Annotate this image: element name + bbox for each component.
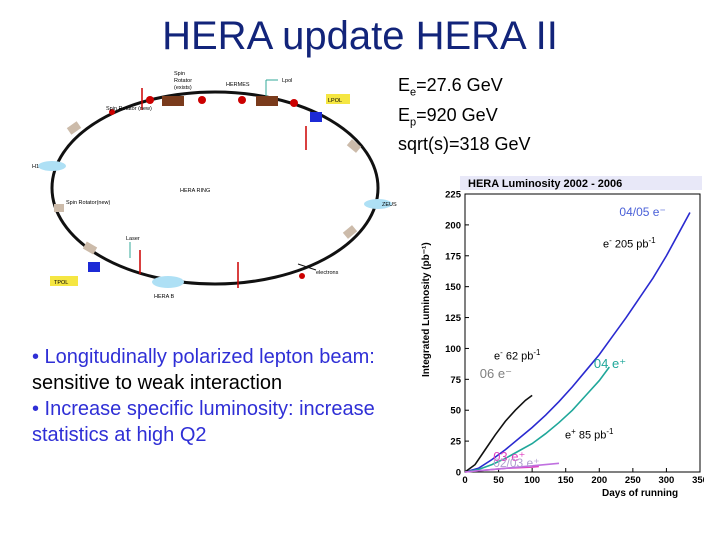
series-label: 02/03 e⁺	[493, 456, 539, 470]
ring-outline	[50, 90, 380, 286]
proton-energy: Ep=920 GeV	[398, 104, 498, 129]
annotation-e-minus-62: e- 62 pb-1	[494, 348, 541, 363]
chart-background	[414, 172, 704, 500]
y-tick-label: 175	[445, 251, 462, 262]
spin-rotator-east-label-2: Rotator	[174, 78, 192, 84]
bullet-item: • Longitudinally polarized lepton beam: …	[32, 346, 375, 394]
series-label: 06 e⁻	[480, 366, 512, 381]
series-label: 04 e⁺	[594, 356, 626, 371]
y-tick-label: 50	[450, 406, 461, 417]
red-marker	[238, 96, 246, 104]
hera-ring-label: HERA RING	[180, 188, 210, 194]
red-marker	[146, 96, 154, 104]
x-tick-label: 0	[462, 475, 467, 486]
red-marker	[198, 96, 206, 104]
hera-b-detector	[152, 276, 184, 288]
x-tick-label: 250	[625, 475, 641, 486]
tpol-label-box	[50, 276, 78, 286]
plot-layer: 0 25 50 75 100 125 150 175 200 225 0 50 100 150 200 250…	[445, 190, 704, 487]
magnet	[54, 204, 64, 212]
y-tick-label: 75	[450, 375, 461, 386]
slide-title: HERA update HERA II	[162, 14, 558, 58]
y-tick-label: 25	[450, 437, 461, 448]
series-line-04-e-	[464, 366, 610, 473]
center-of-mass-energy: sqrt(s)=318 GeV	[398, 134, 531, 155]
y-tick-label: 225	[445, 190, 462, 201]
x-tick-label: 200	[591, 475, 607, 486]
magnet	[66, 121, 82, 135]
x-tick-label: 50	[493, 475, 504, 486]
magnet	[346, 139, 362, 153]
hera-ring-diagram: Spin Rotator (exists) HERMES Lpol LPOL S…	[32, 71, 397, 300]
y-tick-label: 0	[456, 468, 461, 479]
h1-detector	[38, 161, 66, 171]
chart-title: HERA Luminosity 2002 - 2006	[468, 178, 622, 190]
red-marker	[299, 273, 305, 279]
bullet-list: • Longitudinally polarized lepton beam: …	[32, 344, 392, 448]
chart-title-band	[460, 176, 702, 190]
spin-rotator-new-left-label: Spin Rotator(new)	[66, 200, 110, 206]
plot-frame	[464, 193, 701, 473]
annotation-e-minus-205: e- 205 pb-1	[603, 236, 656, 251]
lpol-label: Lpol	[282, 78, 292, 84]
spin-rotator-east-label-1: Spin	[174, 71, 185, 77]
x-tick-label: 300	[658, 475, 674, 486]
beam-parameters: Ee=27.6 GeV Ep=920 GeV sqrt(s)=318 GeV	[398, 74, 531, 155]
spin-rotator-hermes	[256, 96, 278, 106]
red-marker	[109, 109, 115, 115]
x-tick-label: 350	[692, 475, 704, 486]
y-tick-label: 200	[445, 220, 461, 231]
lpol-label-box	[326, 94, 350, 104]
magnet	[82, 241, 98, 255]
x-axis-label: Days of running	[602, 488, 678, 499]
x-tick-label: 100	[524, 475, 540, 486]
lpol-box-label: LPOL	[328, 98, 342, 104]
electrons-label: electrons	[316, 270, 339, 276]
laser-label: Laser	[126, 236, 140, 242]
spin-rotator-east	[162, 96, 184, 106]
annotation-e-plus-85: e+ 85 pb-1	[565, 427, 614, 442]
y-tick-label: 150	[445, 282, 461, 293]
spin-rotator-east-label-3: (exists)	[174, 85, 192, 91]
luminosity-chart: HERA Luminosity 2002 - 2006 Integrated L…	[414, 172, 704, 500]
y-tick-label: 125	[445, 313, 462, 324]
zeus-detector	[364, 199, 392, 209]
bullet-item: • Increase specific luminosity: increase…	[32, 398, 375, 446]
hermes-label: HERMES	[226, 82, 250, 88]
series-line-06-e-	[464, 394, 533, 473]
series-line-04-05-e-	[464, 212, 691, 473]
lpol-polarimeter	[310, 112, 322, 122]
tpol-label: TPOL	[54, 280, 68, 286]
h1-label: H1	[32, 164, 39, 170]
electron-direction-arrow	[297, 263, 317, 271]
series-label: 03 e⁺	[493, 449, 525, 464]
red-marker	[290, 99, 298, 107]
zeus-label: ZEUS	[382, 202, 397, 208]
electron-energy: Ee=27.6 GeV	[398, 75, 503, 99]
series-label: 04/05 e⁻	[619, 205, 665, 219]
x-tick-label: 150	[558, 475, 574, 486]
series-line-02-03-e-	[464, 462, 560, 473]
spin-rotator-new-top-label: Spin Rotator (new)	[106, 106, 152, 112]
hera-b-label: HERA B	[154, 294, 175, 300]
tpol-polarimeter	[88, 262, 100, 272]
y-tick-label: 100	[445, 344, 461, 355]
magnet	[342, 225, 358, 239]
y-axis-label: Integrated Luminosity (pb⁻¹)	[421, 242, 432, 377]
